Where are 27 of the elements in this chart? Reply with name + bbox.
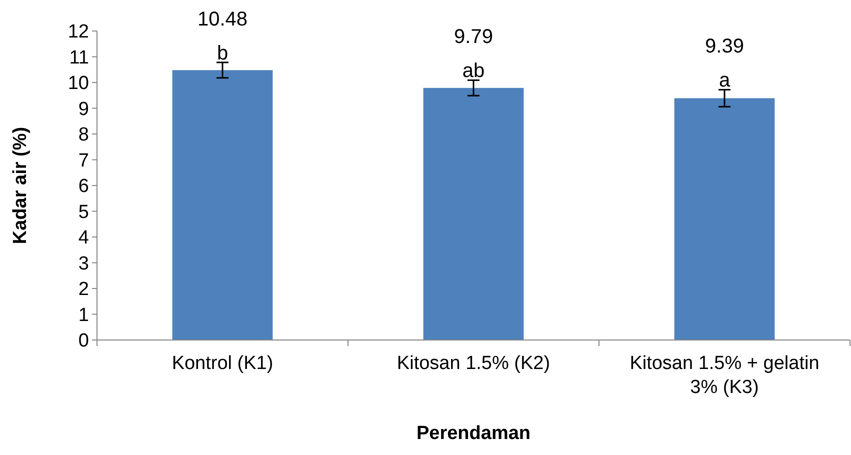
y-tick-label: 5 xyxy=(78,202,89,223)
x-tick-label: Kitosan 1.5% + gelatin 3% (K3) xyxy=(630,353,820,398)
bar xyxy=(423,88,524,340)
bar xyxy=(172,70,273,340)
y-tick-label: 4 xyxy=(78,228,90,249)
x-axis-title: Perendaman xyxy=(416,423,531,444)
bar xyxy=(674,98,775,340)
x-tick-label: Kitosan 1.5% (K2) xyxy=(396,353,550,374)
y-axis-title: Kadar air (%) xyxy=(10,126,31,244)
y-tick-label: 3 xyxy=(78,253,89,274)
data-label: 10.48 xyxy=(197,8,248,30)
y-tick-label: 9 xyxy=(78,98,89,120)
data-label: 9.39 xyxy=(705,36,744,58)
y-tick-label: 8 xyxy=(78,124,89,146)
y-tick-label: 0 xyxy=(78,330,89,352)
annotation: a xyxy=(718,70,731,92)
y-tick-label: 12 xyxy=(68,22,89,43)
y-tick-label: 10 xyxy=(68,73,89,94)
annotation: b xyxy=(216,42,228,64)
y-tick-label: 6 xyxy=(78,176,89,198)
y-tick-label: 7 xyxy=(78,150,89,172)
x-tick-label: Kontrol (K1) xyxy=(172,353,274,374)
y-tick-label: 2 xyxy=(78,279,89,300)
y-tick-label: 1 xyxy=(78,304,89,326)
annotation: ab xyxy=(462,60,485,82)
data-label: 9.79 xyxy=(454,26,493,48)
y-tick-label: 11 xyxy=(69,47,89,68)
